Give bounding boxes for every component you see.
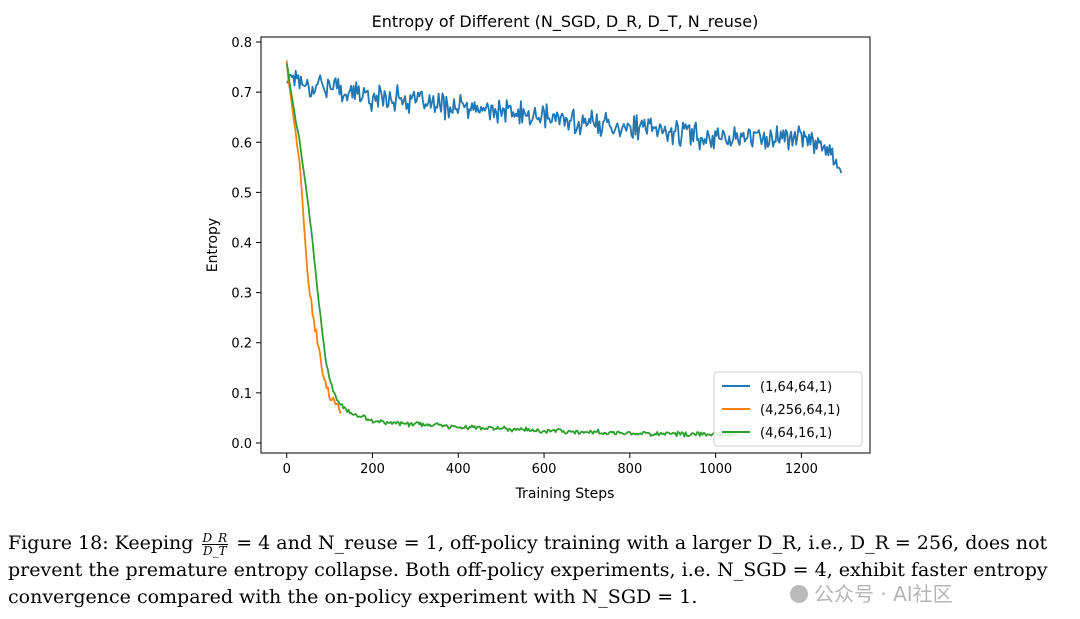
x-tick-label: 1000 [699,462,732,477]
y-tick-label: 0.6 [231,136,252,151]
fraction-numerator: D_R [201,530,229,545]
y-axis-label: Entropy [205,218,221,272]
caption-line-3: convergence compared with the on-policy … [8,586,698,608]
entropy-chart: Entropy of Different (N_SGD, D_R, D_T, N… [205,12,871,502]
series-line-2 [285,60,342,414]
watermark: 公众号 · AI社区 [790,578,953,607]
wechat-icon [790,585,808,603]
y-tick-label: 0.2 [231,337,252,352]
y-tick-label: 0.4 [231,236,252,251]
x-tick-label: 200 [360,462,385,477]
caption-fraction: D_R D_T [201,530,229,558]
caption-text: Figure 18: Keeping [8,532,200,554]
caption-line-1: Figure 18: Keeping D_R D_T = 4 and N_reus… [8,530,1072,557]
legend: (1,64,64,1) (4,256,64,1) (4,64,16,1) [713,371,863,447]
caption-line-2: prevent the premature entropy collapse. … [8,559,1048,581]
y-tick-label: 0.5 [231,186,252,201]
fraction-denominator: D_T [203,543,227,558]
y-tick-label: 0.0 [231,437,252,452]
plot-frame [260,36,871,454]
plot-area [285,60,843,438]
x-axis: 0 200 400 600 800 1000 1200 [283,453,818,477]
chart-title: Entropy of Different (N_SGD, D_R, D_T, N… [372,12,759,32]
y-tick-label: 0.8 [231,36,252,51]
legend-label: (1,64,64,1) [760,380,832,395]
series-line-3 [285,63,738,438]
y-axis: 0.0 0.1 0.2 0.3 0.4 0.5 0.6 0.7 0.8 [231,36,261,452]
legend-label: (4,256,64,1) [760,403,840,418]
legend-box [713,371,863,447]
caption-text: = 4 and N_reuse = 1, off-policy training… [230,532,1048,554]
figure-caption: Figure 18: Keeping D_R D_T = 4 and N_reus… [8,530,1072,611]
x-tick-label: 400 [446,462,471,477]
y-tick-label: 0.7 [231,86,252,101]
x-tick-label: 0 [283,462,291,477]
x-axis-label: Training Steps [515,486,615,502]
x-tick-label: 1200 [785,462,818,477]
y-tick-label: 0.3 [231,287,252,302]
series-line-1 [286,69,843,174]
y-tick-label: 0.1 [231,387,252,402]
legend-label: (4,64,16,1) [760,426,832,441]
x-tick-label: 800 [617,462,642,477]
x-tick-label: 600 [532,462,557,477]
watermark-text: 公众号 · AI社区 [814,582,953,606]
